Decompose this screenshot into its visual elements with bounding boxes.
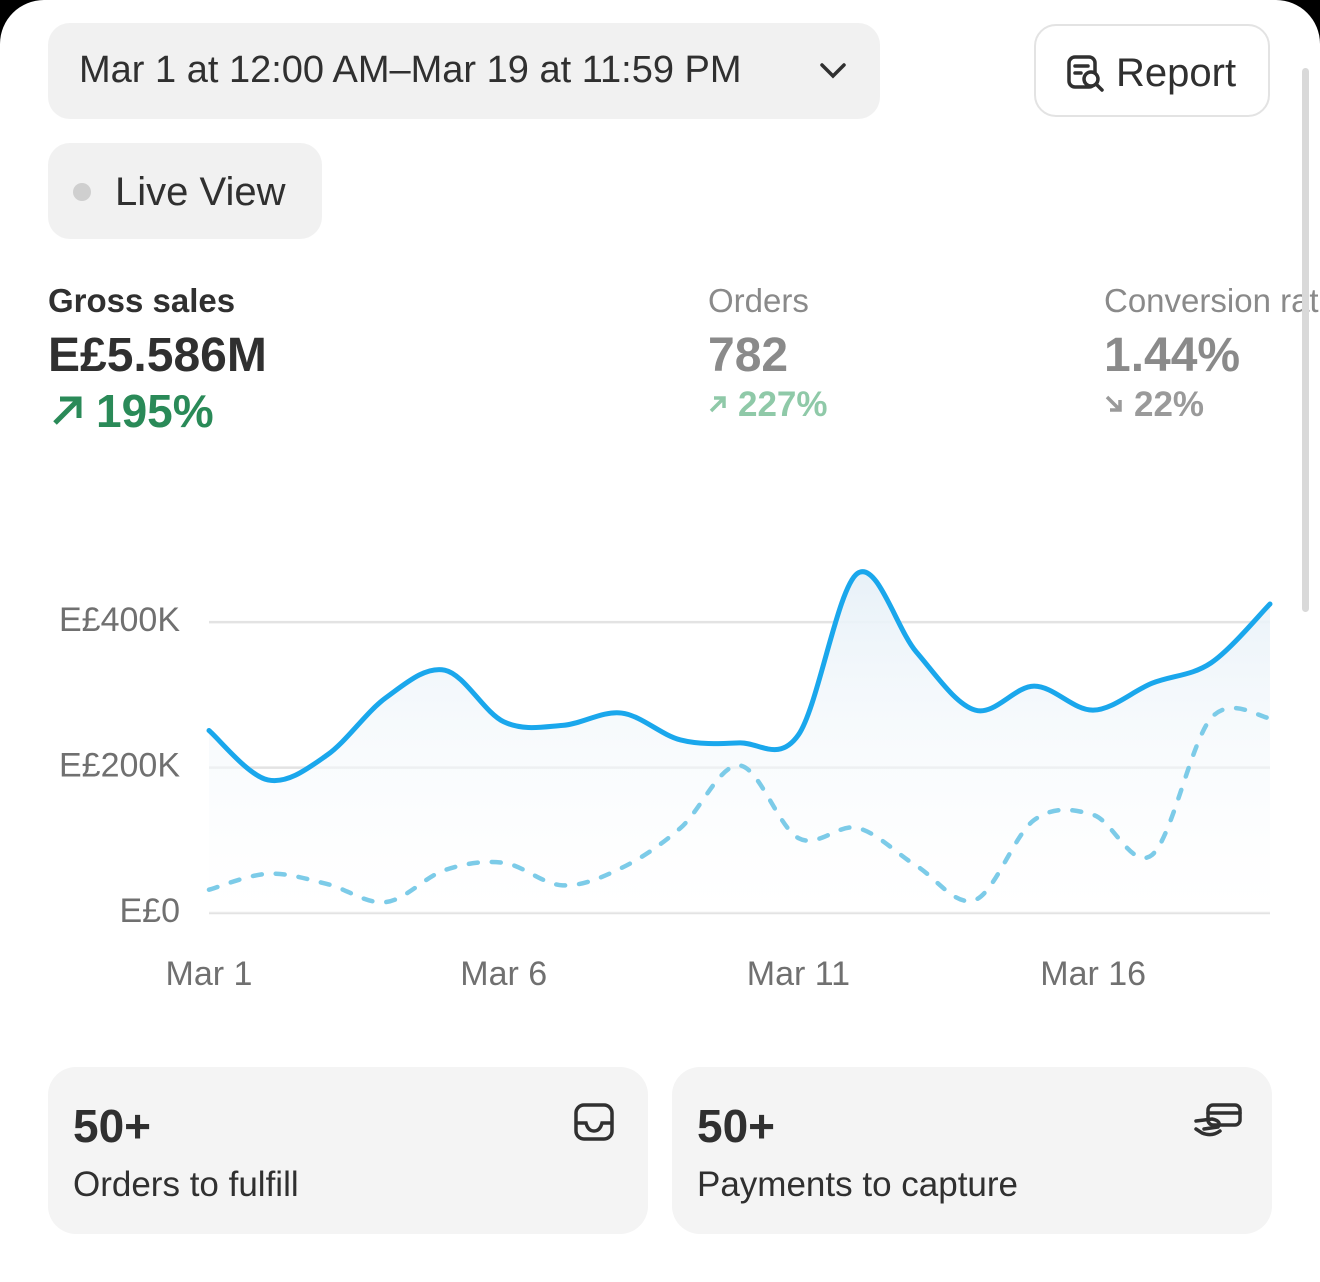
metric-change: 227% <box>738 385 828 424</box>
report-label: Report <box>1116 51 1237 95</box>
date-range-button[interactable]: Mar 1 at 12:00 AM–Mar 19 at 11:59 PM <box>48 23 880 119</box>
card-value: 50+ <box>697 1100 776 1152</box>
area <box>209 571 1270 913</box>
report-button[interactable]: Report <box>1034 24 1270 117</box>
card-value: 50+ <box>73 1100 152 1152</box>
metric-label[interactable]: Orders <box>708 282 809 319</box>
metric-value: 1.44% <box>1104 329 1241 382</box>
metric-change: 195% <box>96 385 214 437</box>
y-tick-label: E£400K <box>59 601 180 639</box>
up-arrow-icon <box>709 396 726 413</box>
x-tick-label: Mar 11 <box>747 955 850 993</box>
up-arrow-icon <box>53 396 82 425</box>
x-tick-label: Mar 6 <box>460 955 547 993</box>
metric-value: E£5.586M <box>48 329 267 382</box>
chevron-icon <box>820 63 846 79</box>
x-tick-label: Mar 1 <box>166 955 253 993</box>
live-view-button[interactable]: Live View <box>48 143 322 239</box>
x-tick-label: Mar 16 <box>1040 955 1146 993</box>
chart: E£0 E£200K E£400K Mar 1 Mar 6 Mar 11 Mar 16 <box>59 569 1273 993</box>
line <box>206 705 1273 905</box>
status-dot <box>73 183 91 201</box>
report-icon <box>1067 55 1104 92</box>
line <box>206 569 1273 784</box>
metric-change: 22% <box>1134 385 1205 424</box>
orders-card[interactable]: 50+ Orders to fulfill <box>48 1067 648 1234</box>
metric-label[interactable]: Conversion rate <box>1104 282 1320 319</box>
date-range: Mar 1 at 12:00 AM–Mar 19 at 11:59 PM <box>79 49 742 91</box>
metric-value: 782 <box>708 329 789 382</box>
live-view-label: Live View <box>115 170 286 214</box>
inbox-icon <box>574 1103 614 1141</box>
card-label: Payments to capture <box>697 1165 1018 1204</box>
metric-label[interactable]: Gross sales <box>48 282 236 319</box>
down-arrow-icon <box>1105 395 1122 412</box>
y-tick-label: E£0 <box>120 892 181 930</box>
payment-icon <box>1194 1103 1242 1137</box>
y-tick-label: E£200K <box>59 747 180 785</box>
payments-card[interactable]: 50+ Payments to capture <box>672 1067 1272 1234</box>
scrollbar[interactable] <box>1302 68 1309 612</box>
card-label: Orders to fulfill <box>73 1165 299 1204</box>
